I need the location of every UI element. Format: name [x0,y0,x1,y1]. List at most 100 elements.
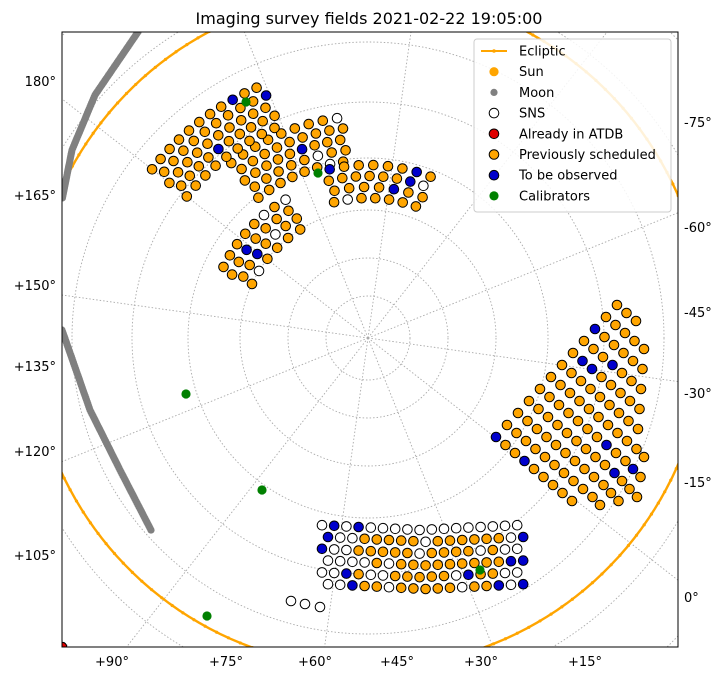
sns-field [463,522,474,533]
sns-field [377,570,389,581]
scheduled-field [350,171,362,182]
scheduled-field [487,568,499,579]
moon-point [62,194,67,202]
scheduled-field [276,128,287,139]
scheduled-field [523,395,535,407]
calibrator-point [257,485,267,495]
sns-field [365,569,377,581]
scheduled-field [343,182,355,194]
scheduled-field [284,148,296,160]
x-tick-label: +75° [209,655,243,670]
scheduled-field [203,152,214,163]
scheduled-field [432,583,444,594]
scheduled-field [328,196,340,208]
sns-field [475,521,486,533]
scheduled-field [238,271,249,282]
scheduled-field [359,533,370,545]
ecliptic-point [700,380,703,383]
sns-field [438,523,450,535]
scheduled-field [240,228,251,240]
ecliptic-point [77,153,81,157]
scheduled-field [391,173,403,184]
ecliptic-point [642,523,646,527]
sns-field [334,579,346,591]
scheduled-field [280,220,292,232]
ecliptic-point [34,391,37,394]
sns-field [322,578,334,590]
sns-field [280,194,291,205]
ecliptic-point [682,206,685,209]
scheduled-field [638,451,650,463]
observe-field [213,143,224,155]
legend-swatch-dot [492,49,496,53]
legend-label: Already in ATDB [519,127,623,142]
scheduled-field [262,253,273,265]
scheduled-field [297,132,308,143]
scheduled-field [337,172,348,184]
scheduled-field [610,447,622,459]
ecliptic-point [140,579,144,583]
ecliptic-point [238,641,242,645]
legend-swatch [488,149,500,160]
scheduled-field [555,379,566,391]
scheduled-field [549,459,560,471]
scheduled-field [500,439,511,451]
legend-label: SNS [519,107,545,122]
sns-field [347,556,358,568]
scheduled-field [146,164,158,175]
ecliptic-point [455,655,458,658]
legend-item: Calibrators [489,189,590,204]
legend-item: Moon [490,86,554,101]
observe-field [627,463,639,475]
observe-field [607,359,618,371]
sns-field [450,570,462,581]
scheduled-field [239,175,251,186]
ecliptic-point [38,249,41,252]
scheduled-field [234,128,246,140]
ecliptic-point [28,326,31,329]
scheduled-field [218,261,229,273]
ecliptic-point [527,625,531,629]
scheduled-field [599,459,611,471]
scheduled-field [389,570,401,582]
ecliptic-point [491,642,496,646]
scheduled-field [247,155,259,167]
scheduled-field [493,532,505,544]
sns-field [377,522,389,534]
scheduled-field [299,166,310,177]
ecliptic-point [460,3,463,6]
scheduled-field [438,547,450,558]
scheduled-field [560,447,571,459]
ecliptic-point [590,581,595,585]
scheduled-field [520,435,532,447]
scheduled-field [257,115,269,127]
ecliptic-point [88,521,93,525]
legend-item: Ecliptic [481,45,566,60]
legend-label: Sun [519,65,544,80]
scheduled-field [552,419,563,431]
scheduled-field [538,471,549,483]
scheduled-field [571,435,582,447]
scheduled-field [593,411,604,423]
ecliptic-point [29,352,32,355]
ecliptic-point [153,65,157,69]
ecliptic-point [268,5,271,8]
scheduled-field [438,570,450,582]
ecliptic-point [40,416,43,419]
ecliptic-point [170,603,174,608]
scheduled-field [635,383,647,395]
ecliptic-point [580,589,585,593]
legend-item: To be observed [488,169,617,184]
scheduled-field [271,142,283,153]
ecliptic-point [68,488,72,492]
right-tick-label: -30° [684,387,712,402]
ecliptic-point [703,354,706,357]
ecliptic-point [693,243,696,246]
ecliptic-point [203,624,207,628]
scheduled-field [432,559,444,571]
sns-field [341,521,352,532]
ecliptic-point [174,50,178,54]
ecliptic-point [107,111,111,115]
observe-field [505,555,517,567]
scheduled-field [557,487,568,499]
